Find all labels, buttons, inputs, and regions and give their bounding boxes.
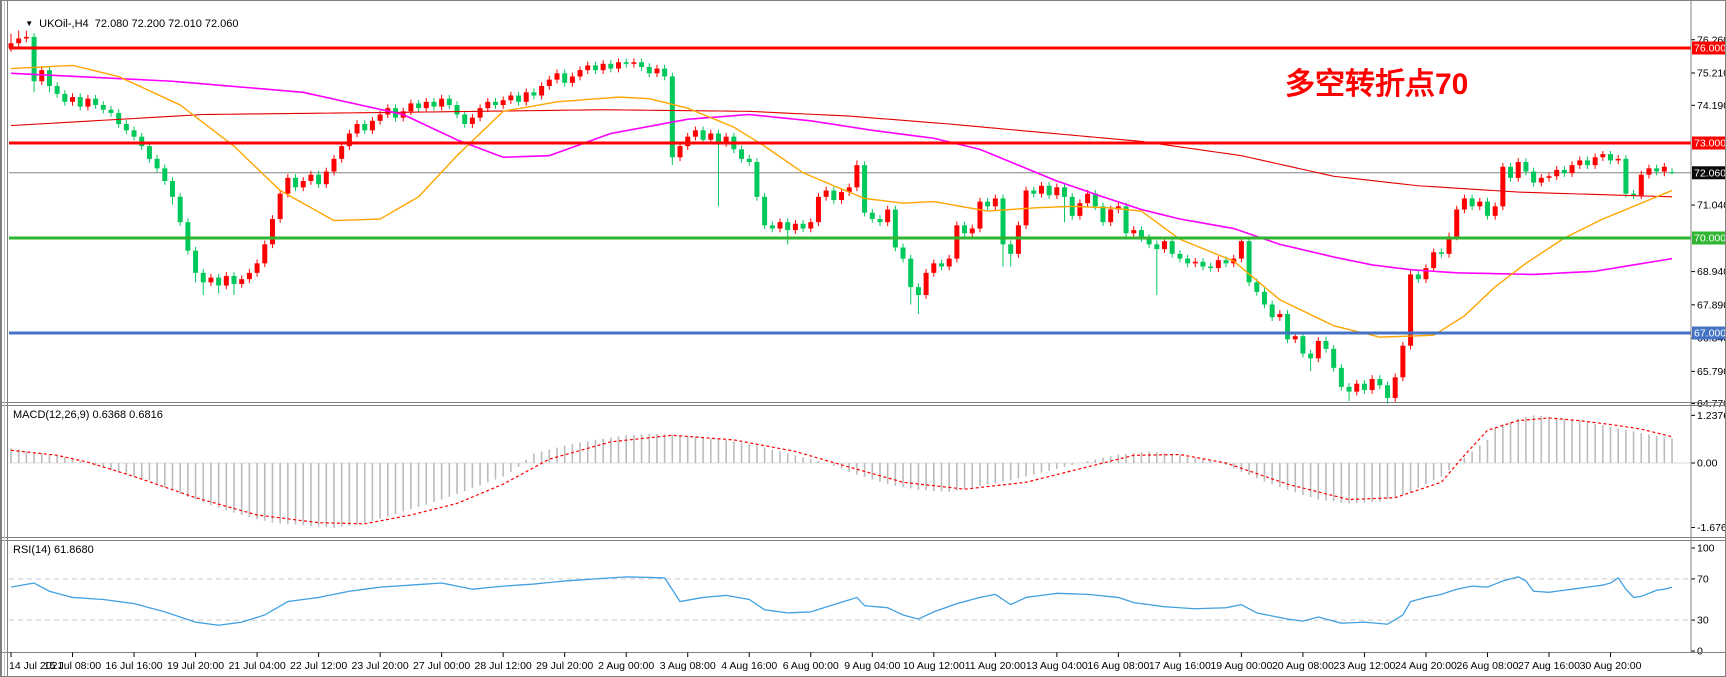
svg-text:67.000: 67.000 — [1694, 328, 1726, 340]
panel-splitter-rsi[interactable] — [9, 537, 1691, 541]
svg-text:-1.6762: -1.6762 — [1697, 522, 1726, 534]
svg-text:20 Aug 08:00: 20 Aug 08:00 — [1272, 660, 1334, 672]
time-axis-labels — [10, 652, 1612, 657]
svg-text:75.210: 75.210 — [1697, 68, 1726, 80]
svg-text:19 Aug 00:00: 19 Aug 00:00 — [1210, 660, 1272, 672]
svg-text:13 Aug 04:00: 13 Aug 04:00 — [1026, 660, 1088, 672]
price-badge-73.000 — [1692, 136, 1725, 150]
annotation-text: 多空转折点70 — [1285, 68, 1469, 101]
svg-text:30: 30 — [1697, 615, 1709, 627]
svg-text:27 Aug 16:00: 27 Aug 16:00 — [1518, 660, 1580, 672]
price-badge-70.000 — [1692, 231, 1725, 245]
rsi-indicator-label: RSI(14) 61.8680 — [13, 544, 94, 556]
chart-left-border — [7, 1, 8, 676]
rsi-line — [10, 576, 1673, 626]
ma-fast-orange — [10, 64, 1673, 338]
svg-text:30 Aug 20:00: 30 Aug 20:00 — [1580, 660, 1642, 672]
price-badge-76.000 — [1692, 41, 1725, 55]
svg-text:64.770: 64.770 — [1697, 398, 1726, 410]
candles-layer — [8, 30, 1675, 404]
svg-text:23 Aug 12:00: 23 Aug 12:00 — [1333, 660, 1395, 672]
ma-medium-magenta — [10, 72, 1673, 276]
svg-text:72.060: 72.060 — [1694, 167, 1726, 179]
svg-text:1.2376: 1.2376 — [1697, 410, 1726, 422]
chart-title-bar: ▼ UKOil-,H4 72.080 72.200 72.010 72.060 — [13, 6, 238, 30]
svg-text:68.940: 68.940 — [1697, 266, 1726, 278]
svg-text:22 Jul 12:00: 22 Jul 12:00 — [290, 660, 347, 672]
svg-text:27 Jul 00:00: 27 Jul 00:00 — [413, 660, 470, 672]
svg-text:3 Aug 08:00: 3 Aug 08:00 — [660, 660, 716, 672]
svg-text:16 Jul 16:00: 16 Jul 16:00 — [105, 660, 162, 672]
svg-text:21 Jul 04:00: 21 Jul 04:00 — [228, 660, 285, 672]
svg-text:70: 70 — [1697, 573, 1709, 585]
svg-text:0.00: 0.00 — [1697, 458, 1718, 470]
macd-indicator-label: MACD(12,26,9) 0.6368 0.6816 — [13, 409, 163, 421]
price-badge-67.000 — [1692, 326, 1725, 340]
svg-text:24 Aug 20:00: 24 Aug 20:00 — [1395, 660, 1457, 672]
svg-text:9 Aug 04:00: 9 Aug 04:00 — [844, 660, 900, 672]
svg-text:29 Jul 20:00: 29 Jul 20:00 — [536, 660, 593, 672]
macd-histogram — [10, 415, 1673, 528]
main-chart-area[interactable] — [9, 2, 1691, 403]
window-left-edge — [1, 1, 2, 676]
svg-text:2 Aug 00:00: 2 Aug 00:00 — [598, 660, 654, 672]
svg-text:28 Jul 12:00: 28 Jul 12:00 — [475, 660, 532, 672]
svg-text:23 Jul 20:00: 23 Jul 20:00 — [352, 660, 409, 672]
svg-text:14 Jul 2021: 14 Jul 2021 — [9, 660, 63, 672]
ma-slow-red — [10, 109, 1673, 198]
svg-text:16 Aug 08:00: 16 Aug 08:00 — [1087, 660, 1149, 672]
chart-title: UKOil-,H4 72.080 72.200 72.010 72.060 — [39, 18, 239, 30]
svg-text:26 Aug 08:00: 26 Aug 08:00 — [1457, 660, 1519, 672]
svg-text:71.040: 71.040 — [1697, 200, 1726, 212]
svg-text:100: 100 — [1697, 543, 1715, 555]
svg-text:76.000: 76.000 — [1694, 42, 1726, 54]
svg-text:10 Aug 12:00: 10 Aug 12:00 — [903, 660, 965, 672]
price-axis[interactable] — [1691, 1, 1725, 653]
svg-text:73.000: 73.000 — [1694, 138, 1726, 150]
svg-text:15 Jul 08:00: 15 Jul 08:00 — [44, 660, 101, 672]
svg-text:19 Jul 20:00: 19 Jul 20:00 — [167, 660, 224, 672]
macd-signal-line — [10, 417, 1673, 525]
svg-text:74.190: 74.190 — [1697, 100, 1726, 112]
symbol-dropdown-icon[interactable]: ▼ — [25, 19, 34, 28]
svg-text:70.000: 70.000 — [1694, 233, 1726, 245]
svg-text:67.890: 67.890 — [1697, 299, 1726, 311]
svg-text:17 Aug 16:00: 17 Aug 16:00 — [1149, 660, 1211, 672]
panel-splitter-macd[interactable] — [9, 402, 1691, 406]
macd-panel[interactable] — [9, 406, 1691, 537]
svg-text:4 Aug 16:00: 4 Aug 16:00 — [721, 660, 777, 672]
time-axis[interactable] — [1, 653, 1725, 676]
svg-text:0: 0 — [1697, 646, 1703, 658]
window-left-edge-inner — [4, 1, 5, 676]
svg-text:11 Aug 20:00: 11 Aug 20:00 — [965, 660, 1026, 672]
svg-text:65.790: 65.790 — [1697, 366, 1726, 378]
svg-text:6 Aug 00:00: 6 Aug 00:00 — [783, 660, 839, 672]
rsi-panel[interactable] — [9, 541, 1691, 652]
current-price-badge — [1692, 166, 1725, 180]
